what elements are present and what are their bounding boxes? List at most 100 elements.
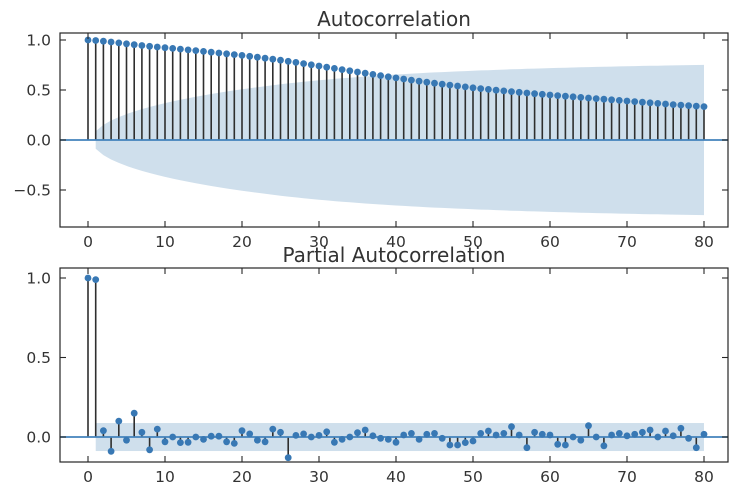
marker-dot xyxy=(315,432,323,439)
marker-dot xyxy=(662,427,669,435)
y-tick-label: 0.0 xyxy=(26,429,51,447)
marker-dot xyxy=(562,441,569,449)
marker-dot xyxy=(354,68,361,76)
x-tick-label: 10 xyxy=(155,233,175,251)
marker-dot xyxy=(454,441,461,449)
marker-dot xyxy=(692,444,700,452)
marker-dot xyxy=(230,51,238,58)
marker-dot xyxy=(477,430,485,437)
marker-dot xyxy=(169,433,177,441)
marker-dot xyxy=(123,436,130,444)
marker-dot xyxy=(438,80,446,88)
marker-dot xyxy=(223,50,231,58)
marker-dot xyxy=(100,427,107,435)
marker-dot xyxy=(523,89,531,97)
marker-dot xyxy=(577,94,585,101)
x-tick-label: 50 xyxy=(463,468,483,486)
x-tick-label: 60 xyxy=(540,468,560,486)
marker-dot xyxy=(153,425,161,433)
y-tick-label: 1.0 xyxy=(26,32,51,50)
marker-dot xyxy=(562,92,569,100)
marker-dot xyxy=(238,52,246,59)
marker-dot xyxy=(153,43,161,51)
marker-dot xyxy=(615,97,623,104)
marker-dot xyxy=(107,447,115,455)
markers xyxy=(84,274,708,462)
marker-dot xyxy=(392,438,400,446)
marker-dot xyxy=(669,101,677,108)
marker-dot xyxy=(331,438,338,446)
marker-dot xyxy=(492,431,500,439)
marker-dot xyxy=(454,82,461,90)
x-tick-label: 10 xyxy=(155,468,175,486)
marker-dot xyxy=(254,53,261,61)
marker-dot xyxy=(531,90,538,98)
marker-dot xyxy=(646,426,654,434)
marker-dot xyxy=(677,424,685,432)
marker-dot xyxy=(192,47,200,54)
marker-dot xyxy=(369,71,377,78)
marker-dot xyxy=(115,39,123,47)
marker-dot xyxy=(492,86,500,94)
marker-dot xyxy=(623,432,631,440)
marker-dot xyxy=(585,422,592,430)
marker-dot xyxy=(277,56,284,64)
marker-dot xyxy=(292,432,300,439)
y-tick-label: 1.0 xyxy=(26,270,51,288)
tick-labels: 0 10 20 30 40 50 60 70 80 1.0 0.5 0.0 xyxy=(26,270,714,487)
marker-dot xyxy=(515,431,523,439)
marker-dot xyxy=(500,430,508,437)
marker-dot xyxy=(685,434,692,442)
acf-panel: 0 10 20 30 40 50 60 70 80 1.0 0.5 0.0 −0.5 xyxy=(13,32,729,252)
marker-dot xyxy=(500,87,508,95)
marker-dot xyxy=(408,430,415,437)
marker-dot xyxy=(92,37,100,44)
marker-dot xyxy=(600,95,608,103)
marker-dot xyxy=(469,437,477,445)
marker-dot xyxy=(107,38,115,46)
marker-dot xyxy=(254,436,261,444)
marker-dot xyxy=(230,440,238,447)
marker-dot xyxy=(84,36,92,44)
pacf-panel: 0 10 20 30 40 50 60 70 80 1.0 0.5 0.0 xyxy=(26,267,729,487)
marker-dot xyxy=(469,84,477,92)
marker-dot xyxy=(461,83,469,91)
marker-dot xyxy=(631,98,639,105)
marker-dot xyxy=(400,431,408,439)
marker-dot xyxy=(200,48,207,55)
marker-dot xyxy=(123,40,130,48)
tick-labels: 0 10 20 30 40 50 60 70 80 1.0 0.5 0.0 −0.5 xyxy=(13,32,714,252)
marker-dot xyxy=(523,444,531,452)
marker-dot xyxy=(577,436,585,444)
marker-dot xyxy=(377,434,384,442)
marker-dot xyxy=(215,432,223,440)
marker-dot xyxy=(431,430,438,437)
x-tick-label: 80 xyxy=(694,468,714,486)
marker-dot xyxy=(600,442,608,450)
marker-dot xyxy=(392,74,400,82)
x-tick-label: 40 xyxy=(386,468,406,486)
marker-dot xyxy=(415,77,423,85)
marker-dot xyxy=(700,430,708,438)
marker-dot xyxy=(531,428,538,436)
marker-dot xyxy=(569,433,577,441)
marker-dot xyxy=(277,428,284,436)
marker-dot xyxy=(431,79,438,87)
x-tick-label: 0 xyxy=(83,468,93,486)
marker-dot xyxy=(300,60,307,67)
marker-dot xyxy=(177,439,184,446)
marker-dot xyxy=(246,430,254,438)
x-tick-label: 30 xyxy=(309,468,329,486)
marker-dot xyxy=(138,42,146,49)
marker-dot xyxy=(307,433,315,441)
marker-dot xyxy=(608,431,615,439)
marker-dot xyxy=(423,78,431,86)
marker-dot xyxy=(585,94,592,102)
axes-spines xyxy=(59,267,729,463)
acf-title: Autocorrelation xyxy=(317,7,471,31)
marker-dot xyxy=(338,436,346,443)
ticks xyxy=(60,268,728,462)
marker-dot xyxy=(446,81,454,89)
